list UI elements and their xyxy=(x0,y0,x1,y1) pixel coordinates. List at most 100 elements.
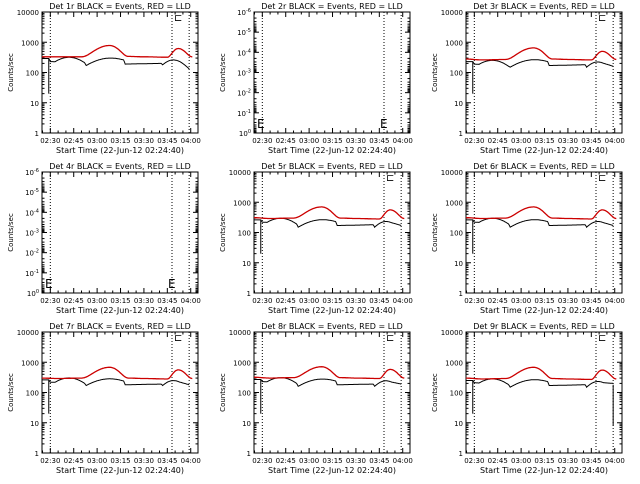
x-tick-label: 03:00 xyxy=(299,297,319,305)
panel-det-8: Det 8r BLACK = Events, RED = LLD Start Ti… xyxy=(219,322,413,475)
y-tick-label: 10-1 xyxy=(25,269,39,278)
y-tick-label: 10-5 xyxy=(25,188,39,197)
edge-marker-glyph: E xyxy=(257,117,265,131)
x-axis-label: Start Time (22-Jun-12 02:24:40) xyxy=(56,466,184,475)
x-tick-label: 04:00 xyxy=(605,457,625,465)
x-tick-label: 03:15 xyxy=(322,457,342,465)
lld-series-line xyxy=(254,366,405,380)
y-tick-label: 1000 xyxy=(21,359,39,367)
x-tick-label: 02:30 xyxy=(40,297,60,305)
x-tick-label: 02:45 xyxy=(64,137,84,145)
x-tick-label: 03:00 xyxy=(299,457,319,465)
series-group xyxy=(42,44,193,94)
y-tick-label: 10000 xyxy=(441,169,463,177)
panel-title: Det 8r BLACK = Events, RED = LLD xyxy=(261,322,403,331)
y-axis-label: Counts/sec xyxy=(219,373,227,412)
x-tick-label: 03:15 xyxy=(534,457,554,465)
y-tick-label: 10000 xyxy=(17,329,39,337)
y-tick-label: 1 xyxy=(247,290,251,298)
x-tick-label: 03:15 xyxy=(110,457,130,465)
y-tick-label: 1000 xyxy=(233,359,251,367)
y-tick-label: 100 xyxy=(450,390,463,398)
lld-series-line xyxy=(42,366,193,380)
x-axis-label: Start Time (22-Jun-12 02:24:40) xyxy=(56,146,184,155)
y-axis-label: Counts/sec xyxy=(431,213,439,252)
x-tick-label: 03:15 xyxy=(534,137,554,145)
y-tick-label: 100 xyxy=(26,390,39,398)
y-axis-label: Counts/sec xyxy=(431,373,439,412)
y-tick-label: 10-4 xyxy=(237,48,251,57)
y-tick-label: 1 xyxy=(459,130,463,138)
y-axis-label: Counts/sec xyxy=(7,373,15,412)
y-axis-label: Counts/sec xyxy=(431,53,439,92)
y-tick-label: 100 xyxy=(239,129,251,138)
edge-marker-glyph: ⊏ xyxy=(174,13,182,24)
x-tick-label: 03:30 xyxy=(346,457,366,465)
x-axis-label: Start Time (22-Jun-12 02:24:40) xyxy=(268,146,396,155)
y-axis-label: Counts/sec xyxy=(7,53,15,92)
x-tick-label: 03:00 xyxy=(299,137,319,145)
x-tick-label: 03:45 xyxy=(581,457,601,465)
panel-det-4: Det 4r BLACK = Events, RED = LLD Start Ti… xyxy=(7,162,201,315)
lld-series-line xyxy=(42,44,193,58)
panel-title: Det 1r BLACK = Events, RED = LLD xyxy=(49,2,191,11)
y-tick-label: 100 xyxy=(27,289,39,298)
x-tick-label: 03:15 xyxy=(534,297,554,305)
x-tick-label: 03:30 xyxy=(346,297,366,305)
y-tick-label: 100 xyxy=(26,70,39,78)
panel-det-2: Det 2r BLACK = Events, RED = LLD Start Ti… xyxy=(219,2,413,155)
y-tick-label: 10-6 xyxy=(237,8,251,17)
series-group xyxy=(466,47,617,94)
panel-det-1: Det 1r BLACK = Events, RED = LLD Start Ti… xyxy=(7,2,201,155)
y-tick-label: 10000 xyxy=(17,9,39,17)
panel-title: Det 5r BLACK = Events, RED = LLD xyxy=(261,162,403,171)
panel-title: Det 2r BLACK = Events, RED = LLD xyxy=(261,2,403,11)
x-tick-label: 03:00 xyxy=(87,457,107,465)
x-tick-label: 03:00 xyxy=(87,137,107,145)
plot-frame xyxy=(41,11,199,134)
x-tick-label: 02:45 xyxy=(276,137,296,145)
x-tick-label: 02:30 xyxy=(40,137,60,145)
series-group xyxy=(254,366,405,414)
plot-frame xyxy=(253,11,411,134)
y-tick-label: 10-3 xyxy=(25,229,39,238)
y-tick-label: 10000 xyxy=(441,329,463,337)
x-tick-label: 03:45 xyxy=(369,297,389,305)
x-tick-label: 04:00 xyxy=(605,137,625,145)
x-tick-label: 02:30 xyxy=(252,297,272,305)
x-axis-label: Start Time (22-Jun-12 02:24:40) xyxy=(480,306,608,315)
panel-det-5: Det 5r BLACK = Events, RED = LLD Start Ti… xyxy=(219,162,413,315)
x-tick-label: 03:30 xyxy=(134,297,154,305)
y-tick-label: 1000 xyxy=(445,199,463,207)
y-tick-label: 10-3 xyxy=(237,69,251,78)
y-axis-label: Counts/sec xyxy=(7,213,15,252)
x-tick-label: 03:45 xyxy=(157,297,177,305)
plot-frame xyxy=(41,331,199,454)
edge-marker-glyph: E xyxy=(380,117,388,131)
x-tick-label: 03:15 xyxy=(322,297,342,305)
plot-frame xyxy=(253,331,411,454)
y-tick-label: 1 xyxy=(459,290,463,298)
y-tick-label: 1000 xyxy=(445,39,463,47)
x-tick-label: 03:45 xyxy=(581,137,601,145)
x-tick-label: 03:15 xyxy=(110,297,130,305)
y-tick-label: 10 xyxy=(30,100,39,108)
panel-title: Det 4r BLACK = Events, RED = LLD xyxy=(49,162,191,171)
x-tick-label: 03:45 xyxy=(157,137,177,145)
x-tick-label: 04:00 xyxy=(181,457,201,465)
x-tick-label: 03:00 xyxy=(511,457,531,465)
y-tick-label: 100 xyxy=(450,230,463,238)
y-tick-label: 10 xyxy=(454,100,463,108)
x-tick-label: 02:45 xyxy=(276,297,296,305)
panel-det-7: Det 7r BLACK = Events, RED = LLD Start Ti… xyxy=(7,322,201,475)
panel-title: Det 6r BLACK = Events, RED = LLD xyxy=(473,162,615,171)
lld-series-line xyxy=(466,206,617,220)
y-tick-label: 1000 xyxy=(21,39,39,47)
plot-frame xyxy=(465,171,623,294)
x-tick-label: 03:00 xyxy=(511,137,531,145)
panel-det-6: Det 6r BLACK = Events, RED = LLD Start Ti… xyxy=(431,162,625,315)
x-tick-label: 03:45 xyxy=(369,137,389,145)
x-axis-label: Start Time (22-Jun-12 02:24:40) xyxy=(480,146,608,155)
